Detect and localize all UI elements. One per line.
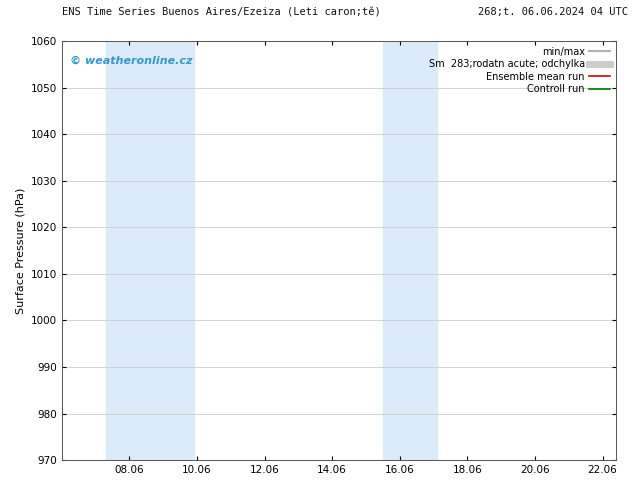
Text: ENS Time Series Buenos Aires/Ezeiza (Leti caron;tě): ENS Time Series Buenos Aires/Ezeiza (Let… (61, 7, 380, 17)
Bar (106, 41, 193, 460)
Bar (383, 41, 437, 460)
Text: © weatheronline.cz: © weatheronline.cz (70, 56, 193, 66)
Legend: min/max, Sm  283;rodatn acute; odchylka, Ensemble mean run, Controll run: min/max, Sm 283;rodatn acute; odchylka, … (425, 43, 614, 98)
Text: 268;t. 06.06.2024 04 UTC: 268;t. 06.06.2024 04 UTC (477, 7, 628, 17)
Y-axis label: Surface Pressure (hPa): Surface Pressure (hPa) (15, 187, 25, 314)
